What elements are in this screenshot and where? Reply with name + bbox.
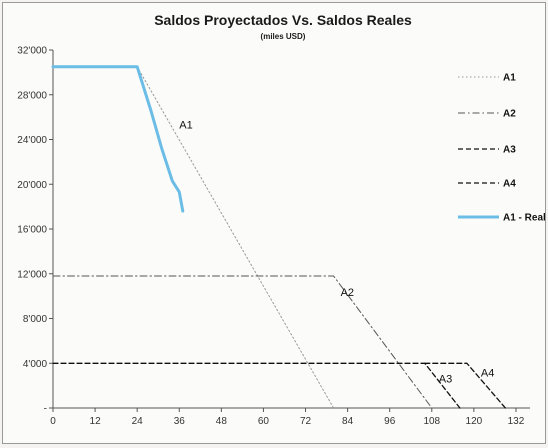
series-line-a2: [52, 275, 433, 409]
series-line-a1-real: [51, 65, 185, 213]
x-tick-label: 36: [174, 416, 186, 427]
x-tick-label: 96: [384, 416, 396, 427]
x-tick-label: 60: [258, 416, 270, 427]
x-tick-label: 72: [300, 416, 312, 427]
y-tick-label: 28'000: [17, 90, 47, 101]
x-tick-label: 48: [216, 416, 228, 427]
series-annotation: A1: [179, 119, 192, 131]
x-tick-label: 120: [466, 416, 483, 427]
x-tick-label: 0: [50, 416, 56, 427]
x-tick-label: 108: [423, 416, 440, 427]
y-tick-label: 20'000: [17, 180, 47, 191]
series-line-a3: [52, 362, 461, 409]
y-tick-label: 24'000: [17, 135, 47, 146]
x-tick-label: 12: [90, 416, 102, 427]
y-tick-label: 12'000: [17, 269, 47, 280]
series-annotation: A2: [341, 287, 354, 299]
chart-frame: Saldos Proyectados Vs. Saldos Reales (mi…: [2, 2, 546, 444]
series-annotation: A3: [439, 373, 452, 385]
x-tick-label: 84: [342, 416, 354, 427]
legend-label: A3: [503, 145, 516, 156]
line-chart: Saldos Proyectados Vs. Saldos Reales (mi…: [17, 12, 546, 427]
legend-label: A1: [503, 73, 516, 84]
y-tick-label: 4'000: [23, 359, 48, 370]
chart-title: Saldos Proyectados Vs. Saldos Reales: [154, 12, 412, 28]
axes: 32'000 28'000 24'000 20'000 16'000 12'000 8'00…: [17, 46, 530, 427]
x-tick-label: 24: [132, 416, 144, 427]
annotation-layer: A1 A2 A3 A4: [179, 119, 494, 385]
chart-subtitle: (miles USD): [261, 32, 306, 41]
series-line-a1: [52, 66, 335, 409]
y-tick-label: -: [44, 404, 47, 415]
legend-label: A4: [503, 179, 516, 190]
legend: A1 A2 A3 A4 A1 - Real: [458, 73, 546, 224]
y-tick-label: 8'000: [23, 314, 48, 325]
x-tick-label: 132: [508, 416, 525, 427]
legend-label: A2: [503, 109, 516, 120]
y-tick-label: 16'000: [17, 225, 47, 236]
series-annotation: A4: [481, 368, 494, 380]
y-tick-label: 32'000: [17, 46, 47, 57]
series-line-a4: [424, 362, 507, 409]
series-layer: [51, 65, 507, 409]
legend-label: A1 - Real: [503, 213, 545, 224]
